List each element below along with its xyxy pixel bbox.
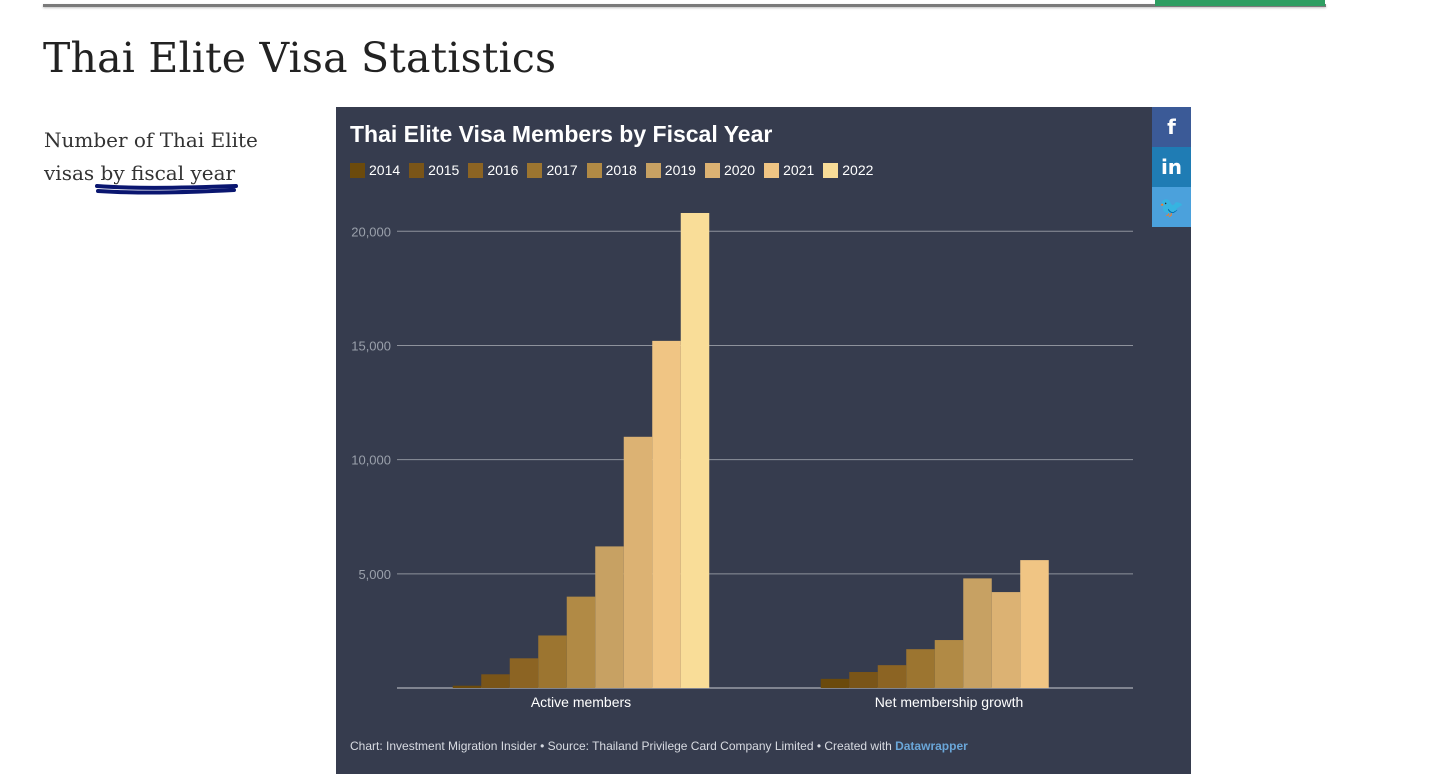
intro-line-2: visas by fiscal year — [44, 157, 304, 190]
legend-item: 2022 — [823, 162, 873, 178]
legend-item: 2018 — [586, 162, 637, 178]
legend-swatch — [527, 162, 543, 178]
legend-item: 2019 — [645, 162, 696, 178]
y-tick-label: 15,000 — [351, 338, 391, 353]
legend-item: 2021 — [764, 162, 814, 178]
chart-credit: Chart: Investment Migration Insider • So… — [350, 739, 896, 753]
facebook-share-button[interactable]: f — [1152, 107, 1191, 147]
top-accent-bar — [1155, 0, 1325, 6]
page-title: Thai Elite Visa Statistics — [43, 34, 557, 82]
legend-label: 2014 — [369, 162, 401, 178]
bar — [991, 592, 1021, 688]
legend-item: 2014 — [350, 162, 400, 178]
twitter-icon: 🐦 — [1159, 195, 1184, 219]
chart-title: Thai Elite Visa Members by Fiscal Year — [350, 121, 773, 147]
intro-text-highlight: by fiscal year — [100, 161, 236, 185]
handwritten-underline — [95, 184, 238, 195]
legend-label: 2018 — [605, 162, 637, 178]
bar — [934, 640, 964, 688]
top-divider — [43, 4, 1326, 7]
bar — [652, 340, 681, 688]
legend-item: 2016 — [468, 162, 518, 178]
legend-swatch — [704, 162, 720, 178]
bar-chart-plot: 5,000 10,000 15,000 20,000 Active members Net… — [351, 212, 1133, 710]
legend-swatch — [409, 162, 425, 178]
bar — [623, 436, 653, 688]
facebook-icon: f — [1167, 115, 1176, 139]
bar — [509, 658, 539, 688]
y-tick-label: 20,000 — [351, 224, 391, 239]
legend-item: 2015 — [409, 162, 459, 178]
legend-swatch — [586, 162, 602, 178]
x-category-label: Net membership growth — [875, 694, 1024, 710]
linkedin-icon: in — [1160, 155, 1183, 179]
legend-label: 2016 — [487, 162, 519, 178]
bar — [877, 665, 907, 688]
share-bar: f in 🐦 — [1152, 107, 1191, 227]
bar — [538, 635, 567, 688]
chart-container: Thai Elite Visa Members by Fiscal Year 2… — [336, 107, 1191, 774]
legend-swatch — [350, 162, 365, 178]
linkedin-share-button[interactable]: in — [1152, 147, 1191, 187]
bar — [849, 672, 878, 688]
intro-line-1: Number of Thai Elite — [44, 128, 258, 152]
bar — [1020, 560, 1049, 688]
chart-footer: Chart: Investment Migration Insider • So… — [350, 739, 968, 753]
legend-label: 2017 — [546, 162, 578, 178]
bar — [452, 685, 482, 688]
legend-swatch — [645, 162, 661, 178]
bar — [595, 546, 624, 688]
x-category-label: Active members — [531, 694, 631, 710]
legend-label: 2019 — [664, 162, 696, 178]
bar — [963, 578, 992, 688]
twitter-share-button[interactable]: 🐦 — [1152, 187, 1191, 227]
legend-swatch — [823, 162, 839, 178]
y-tick-label: 10,000 — [351, 453, 391, 468]
intro-text-a: visas — [44, 161, 101, 185]
legend-label: 2020 — [723, 162, 756, 178]
legend-label: 2022 — [842, 162, 874, 178]
legend-swatch — [468, 162, 484, 178]
chart-legend: 2014 2015 2016 2017 2018 2019 2020 2021 2022 — [350, 162, 873, 178]
legend-item: 2017 — [527, 162, 578, 178]
bar — [566, 596, 596, 688]
bar — [906, 649, 935, 688]
legend-swatch — [764, 162, 780, 178]
legend-item: 2020 — [704, 162, 756, 178]
bar — [680, 212, 710, 688]
intro-text: Number of Thai Elite visas by fiscal yea… — [44, 124, 304, 190]
legend-label: 2015 — [428, 162, 460, 178]
bar — [481, 674, 510, 688]
y-tick-label: 5,000 — [358, 567, 391, 582]
datawrapper-link[interactable]: Datawrapper — [895, 739, 968, 753]
legend-label: 2021 — [783, 162, 815, 178]
bar — [820, 678, 850, 688]
